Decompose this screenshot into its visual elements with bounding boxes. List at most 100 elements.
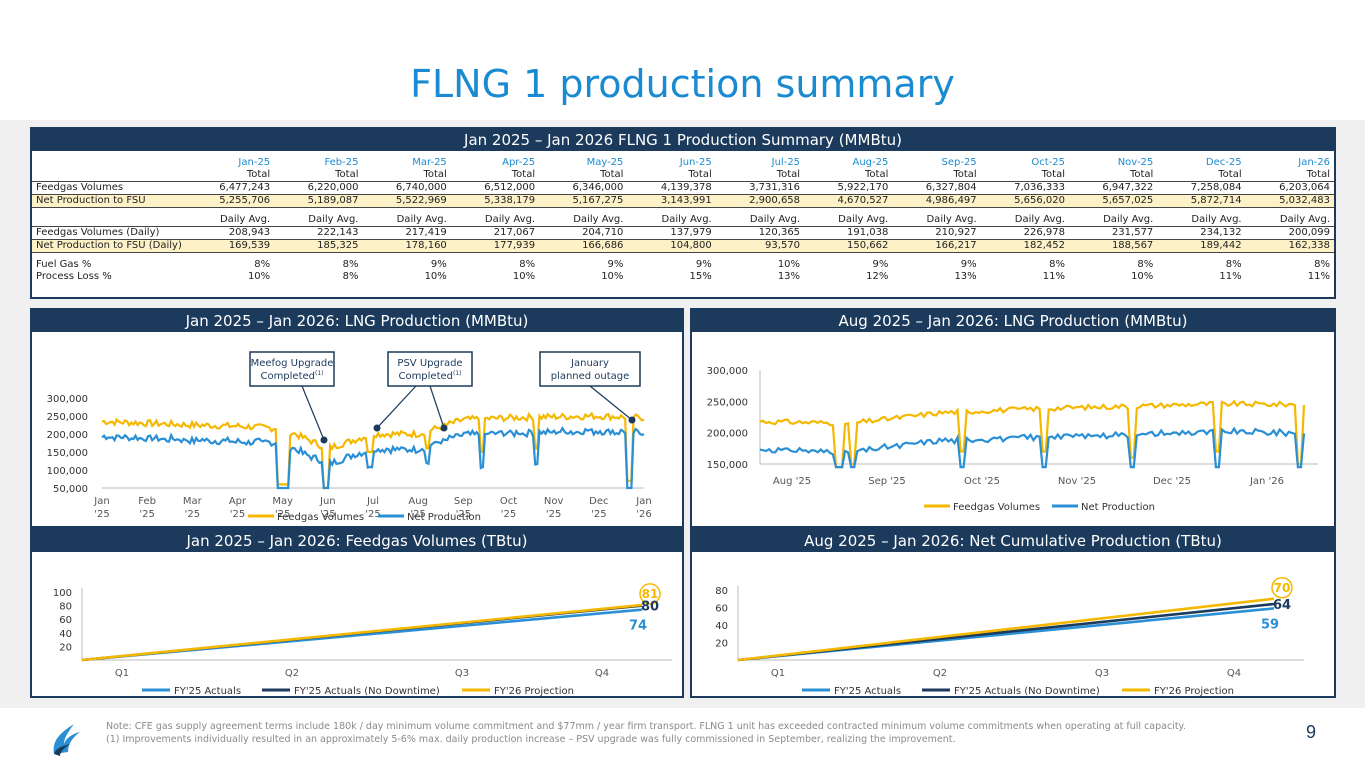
annotation-label-2: Completed(1) — [398, 370, 461, 382]
x-tick-label-month: Aug — [408, 496, 428, 507]
y-tick-label: 60 — [59, 615, 72, 626]
chart-panel-feedgas-cumulative: Jan 2025 – Jan 2026: Feedgas Volumes (TB… — [30, 528, 684, 698]
table-cell: 204,710 — [582, 227, 624, 238]
x-tick-label-year: '25 — [410, 509, 425, 520]
x-tick-label-month: Dec — [589, 496, 608, 507]
table-cell: Daily Avg. — [1245, 214, 1334, 227]
chart-title: Aug 2025 – Jan 2026: Net Cumulative Prod… — [692, 530, 1334, 552]
table-cell: 210,927 — [935, 227, 977, 238]
table-cell: Daily Avg. — [539, 214, 628, 227]
end-label-fy26: 81 — [642, 587, 659, 601]
x-tick-label-year: '25 — [546, 509, 561, 520]
annotation-marker — [320, 436, 328, 444]
table-cell: 9% — [960, 259, 977, 270]
y-tick-label: 150,000 — [47, 448, 88, 459]
table-cell: 166,686 — [539, 239, 628, 253]
end-label-circle — [1271, 577, 1293, 599]
table-cell: Daily Avg. — [1157, 214, 1246, 227]
table-cell: 5,255,706 — [185, 194, 275, 208]
x-tick-label-year: '25 — [139, 509, 154, 520]
y-tick-label: 40 — [715, 621, 728, 632]
table-cell: 9% — [872, 259, 889, 270]
table-cell: 10% — [512, 271, 536, 282]
table-cell: Total — [1245, 169, 1334, 182]
table-row: Process Loss % 10% 8% 10% 10% 10% 15% 13% 12% 13%… — [32, 271, 1334, 283]
table-cell: Jan-26 — [1298, 157, 1330, 168]
chart-panel-net-cumulative: Aug 2025 – Jan 2026: Net Cumulative Prod… — [690, 528, 1336, 698]
chart-panel-lng-production-recent: Aug 2025 – Jan 2026: LNG Production (MMB… — [690, 308, 1336, 528]
legend-label: FY'25 Actuals (No Downtime) — [954, 686, 1100, 696]
table-cell: 5,922,170 — [837, 182, 889, 193]
series-line-fy26-projection — [81, 603, 643, 662]
table-cell: Total — [185, 169, 275, 182]
x-tick-label-month: Feb — [138, 496, 156, 507]
y-tick-label: 80 — [715, 586, 728, 597]
table-cell: 222,143 — [317, 227, 359, 238]
table-cell: 10% — [777, 259, 801, 270]
legend-label: FY'25 Actuals — [834, 686, 901, 696]
page-title: FLNG 1 production summary — [410, 62, 955, 106]
x-tick-label-month: Jan — [93, 496, 109, 507]
table-cell: 226,978 — [1023, 227, 1065, 238]
row-label: Feedgas Volumes — [36, 182, 124, 193]
annotation-leader — [429, 385, 445, 429]
table-cell: 2,900,658 — [715, 194, 805, 208]
x-tick-label: Q4 — [595, 668, 609, 679]
table-cell: 12% — [866, 271, 889, 282]
annotation-leader — [589, 385, 633, 421]
table-cell: 120,365 — [758, 227, 801, 238]
table-cell: 185,325 — [274, 239, 363, 253]
table-cell: 9% — [430, 259, 447, 270]
chart-net-cumulative: 80 60 40 20 70 64 59 Q1 Q2 Q3 Q4 FY'25 Actuals FY'25… — [715, 577, 1304, 697]
annotation-label-2: planned outage — [551, 371, 630, 382]
chart-title: Aug 2025 – Jan 2026: LNG Production (MMB… — [692, 310, 1334, 332]
y-tick-label: 80 — [59, 602, 72, 613]
table-cell: 10% — [601, 271, 624, 282]
x-tick-label-month: Oct — [500, 496, 517, 507]
table-cell: 8% — [1049, 259, 1065, 270]
summary-table-panel: Jan 2025 – Jan 2026 FLNG 1 Production Su… — [30, 127, 1336, 299]
footnote: Note: CFE gas supply agreement terms inc… — [106, 720, 1286, 746]
table-cell: 9% — [695, 259, 712, 270]
series-line-fy26-projection — [737, 597, 1275, 662]
table-cell: Total — [539, 169, 628, 182]
table-cell: 93,570 — [715, 239, 805, 253]
table-cell: Total — [362, 169, 451, 182]
table-cell: Sep-25 — [941, 157, 977, 168]
x-tick-label-year: '25 — [501, 509, 516, 520]
table-cell: Jul-25 — [771, 157, 801, 168]
x-tick-label-year: '25 — [275, 509, 290, 520]
table-cell: 5,338,179 — [450, 194, 540, 208]
series-line-feedgas — [101, 411, 645, 490]
series-line-feedgas — [759, 399, 1306, 469]
row-label: Fuel Gas % — [36, 259, 92, 270]
table-cell: 8% — [519, 259, 536, 270]
table-cell: Jun-25 — [679, 157, 712, 168]
x-tick-label-year: '25 — [591, 509, 606, 520]
legend-label: FY'26 Projection — [1154, 686, 1234, 696]
x-tick-label: Q2 — [933, 668, 947, 679]
table-cell: 5,656,020 — [980, 194, 1069, 208]
table-cell: 231,577 — [1111, 227, 1154, 238]
y-tick-label: 100,000 — [47, 466, 88, 477]
x-tick-label-year: '25 — [320, 509, 335, 520]
y-tick-label: 20 — [715, 639, 728, 650]
table-cell: 6,203,064 — [1279, 182, 1330, 193]
table-cell: Total — [980, 169, 1069, 182]
legend-label: FY'25 Actuals — [174, 686, 241, 696]
table-cell: 8% — [342, 271, 359, 282]
end-label-no-downtime: 80 — [641, 600, 659, 615]
x-tick-label: Nov '25 — [1058, 476, 1096, 487]
x-tick-label-year: '26 — [636, 509, 651, 520]
table-cell: 8% — [1314, 259, 1330, 270]
table-cell: 150,662 — [804, 239, 893, 253]
table-cell: Total — [804, 169, 893, 182]
table-cell: 6,740,000 — [395, 182, 447, 193]
series-line-net-production — [759, 426, 1306, 469]
table-cell: 4,670,527 — [804, 194, 893, 208]
y-tick-label: 40 — [59, 629, 72, 640]
table-cell: 13% — [777, 271, 801, 282]
table-row: Feedgas Volumes 6,477,243 6,220,000 6,740,0… — [32, 182, 1334, 195]
chart-lng-production-recent: 300,000 250,000 200,000 150,000 Aug '25 Sep '… — [707, 366, 1318, 513]
table-cell: Total — [450, 169, 540, 182]
